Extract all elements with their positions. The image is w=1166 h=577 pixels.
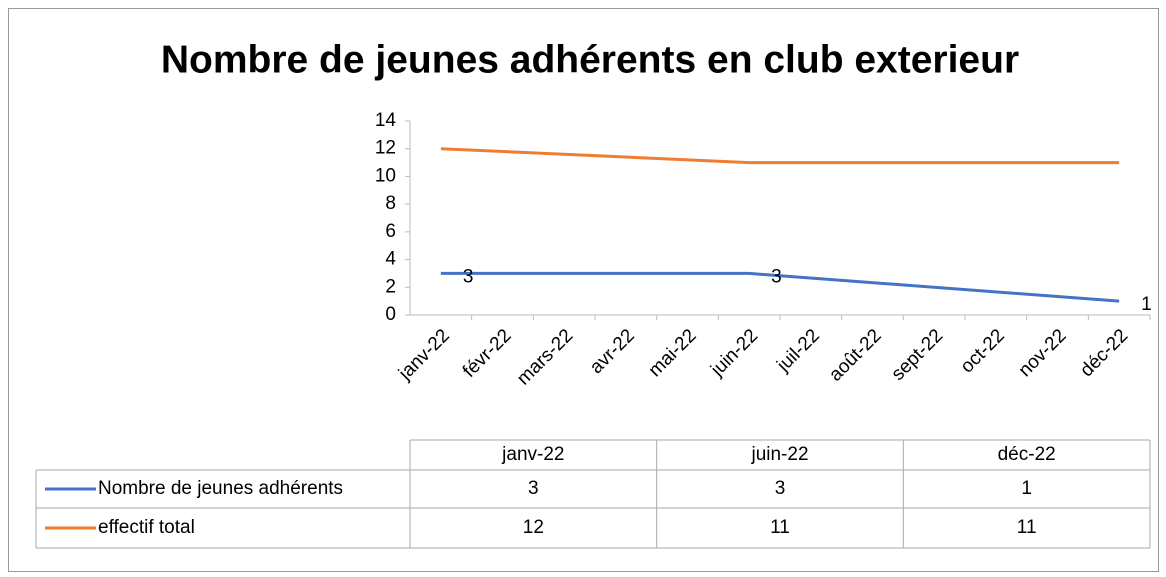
table-cell: 3 <box>775 478 786 499</box>
table-cell: 1 <box>1021 478 1032 499</box>
table-cell: 11 <box>770 517 790 538</box>
series-line <box>440 147 1120 165</box>
table-cell: 11 <box>1017 517 1037 538</box>
y-tick-label: 14 <box>375 110 397 131</box>
table-header: janv-22 <box>501 444 564 465</box>
data-label: 3 <box>771 266 782 287</box>
data-label: 3 <box>463 266 474 287</box>
table-cell: 12 <box>523 517 544 538</box>
series-line <box>440 271 1120 303</box>
legend-label: Nombre de jeunes adhérents <box>98 478 343 499</box>
legend-label: effectif total <box>98 517 195 538</box>
y-tick-label: 10 <box>375 165 396 186</box>
y-tick-label: 6 <box>385 221 396 242</box>
data-label: 1 <box>1141 294 1152 315</box>
y-tick-label: 2 <box>385 276 396 297</box>
chart-title: Nombre de jeunes adhérents en club exter… <box>161 38 1019 81</box>
table-header: juin-22 <box>750 444 808 465</box>
table-cell: 3 <box>528 478 539 499</box>
y-tick-label: 4 <box>385 249 396 270</box>
y-tick-label: 8 <box>385 193 396 214</box>
table-header: déc-22 <box>998 444 1056 465</box>
y-tick-label: 0 <box>385 304 396 325</box>
y-tick-label: 12 <box>375 138 396 159</box>
